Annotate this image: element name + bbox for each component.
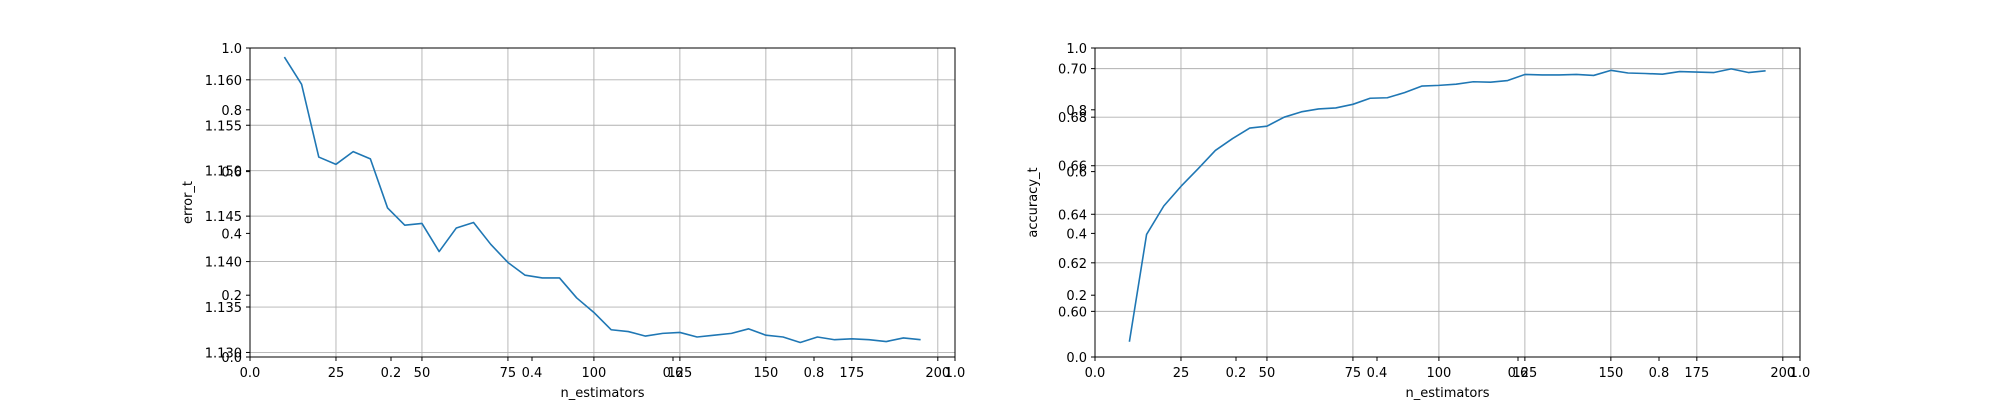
overlay-y-tick-label: 0.4: [221, 227, 242, 242]
overlay-y-tick-label: 1.0: [221, 42, 242, 57]
x-tick-label: 200: [1770, 366, 1795, 381]
overlay-y-tick-label: 0.2: [1066, 289, 1087, 304]
plot-frame: [1094, 47, 1801, 358]
overlay-x-tick-label: 0.0: [240, 366, 261, 381]
x-tick-label: 100: [581, 366, 606, 381]
x-tick-label: 75: [1345, 366, 1362, 381]
overlay-y-tick-label: 1.0: [1066, 42, 1087, 57]
overlay-y-tick-label: 0.6: [1066, 166, 1087, 181]
chart-panel-2: 0.0 0.2 0.4 0.6 0.8 1.0 0.0 0.2 0.4 0.6 0.8 1.0 25 50…: [1026, 42, 1810, 400]
x-tick-label: 175: [1684, 366, 1709, 381]
y-tick-label: 1.145: [205, 210, 242, 225]
x-tick-label: 150: [753, 366, 778, 381]
y-axis-label: error_t: [181, 181, 196, 224]
y-axis-label: accuracy_t: [1026, 167, 1041, 237]
x-tick-label: 200: [925, 366, 950, 381]
x-axis-label: n_estimators: [1405, 386, 1489, 400]
x-tick-label: 75: [500, 366, 517, 381]
overlay-y-tick-label: 0.2: [221, 289, 242, 304]
overlay-x-tick-label: 0.0: [1085, 366, 1106, 381]
overlay-x-tick-label: 0.6: [1508, 366, 1529, 381]
overlay-x-tick-label: 1.0: [1790, 366, 1811, 381]
y-tick-label: 0.66: [1058, 160, 1087, 175]
x-tick-label: 50: [1259, 366, 1276, 381]
series-line: [283, 56, 921, 344]
x-tick-label: 25: [1173, 366, 1190, 381]
y-tick-label: 0.70: [1058, 63, 1087, 78]
x-axis-label: n_estimators: [560, 386, 644, 400]
y-tick-label: 1.135: [205, 301, 242, 316]
x-tick-label: 125: [1512, 366, 1537, 381]
x-tick-label: 125: [667, 366, 692, 381]
y-tick-label: 0.62: [1058, 257, 1087, 272]
plot-frame: [249, 47, 956, 358]
y-tick-label: 1.150: [205, 165, 242, 180]
overlay-x-tick-label: 0.8: [1649, 366, 1670, 381]
x-tick-label: 175: [839, 366, 864, 381]
overlay-y-tick-label: 0.0: [1066, 351, 1087, 366]
series-line: [1128, 68, 1766, 342]
y-tick-label: 1.160: [205, 74, 242, 89]
x-tick-label: 100: [1426, 366, 1451, 381]
x-tick-label: 150: [1598, 366, 1623, 381]
overlay-x-tick-label: 0.2: [1226, 366, 1247, 381]
overlay-x-tick-label: 0.4: [1367, 366, 1388, 381]
y-tick-label: 1.140: [205, 256, 242, 271]
overlay-y-tick-label: 0.8: [221, 104, 242, 119]
overlay-x-tick-label: 1.0: [945, 366, 966, 381]
overlay-x-tick-label: 0.8: [804, 366, 825, 381]
overlay-y-tick-label: 0.6: [221, 166, 242, 181]
overlay-y-tick-label: 0.0: [221, 351, 242, 366]
x-tick-label: 25: [328, 366, 345, 381]
chart-panel-1: 0.0 0.2 0.4 0.6 0.8 1.0 0.0 0.2 0.4 0.6 0.8 1.0 25 50…: [181, 42, 965, 400]
y-tick-label: 0.60: [1058, 305, 1087, 320]
overlay-x-tick-label: 0.2: [381, 366, 402, 381]
overlay-x-tick-label: 0.4: [522, 366, 543, 381]
overlay-x-tick-label: 0.6: [663, 366, 684, 381]
y-tick-label: 0.68: [1058, 111, 1087, 126]
y-tick-label: 1.155: [205, 119, 242, 134]
y-tick-label: 1.130: [205, 346, 242, 361]
overlay-y-tick-label: 0.4: [1066, 227, 1087, 242]
overlay-y-tick-label: 0.8: [1066, 104, 1087, 119]
y-tick-label: 0.64: [1058, 208, 1087, 223]
x-tick-label: 50: [414, 366, 431, 381]
